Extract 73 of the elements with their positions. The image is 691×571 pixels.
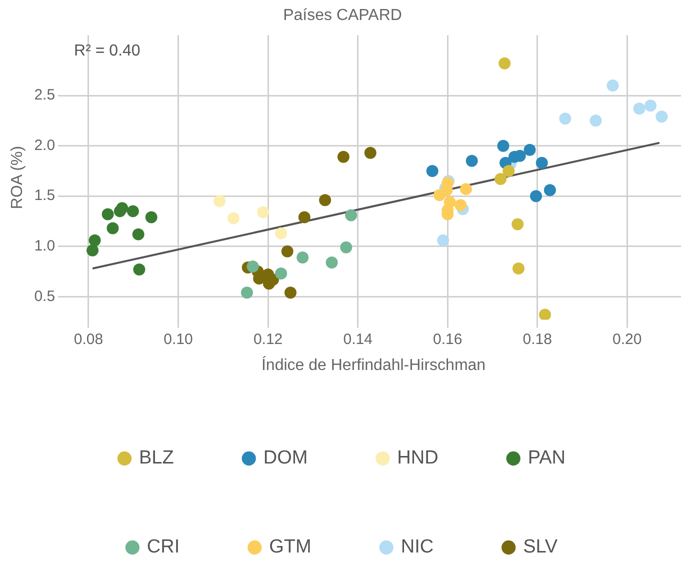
point: [240, 286, 253, 299]
point: [466, 154, 478, 167]
point: [326, 256, 338, 268]
point: [530, 190, 542, 202]
y-tick-label: 1.0: [34, 238, 56, 255]
point: [88, 234, 101, 246]
point: [494, 173, 507, 186]
point: [145, 211, 158, 224]
point: [538, 308, 551, 320]
point: [590, 114, 602, 127]
legend-label: BLZ: [139, 448, 174, 469]
y-tick-label: 0.5: [34, 288, 56, 305]
point: [512, 218, 524, 230]
point: [227, 212, 240, 224]
point: [281, 245, 294, 258]
x-axis-title: Índice de Herfindahl-Hirschman: [261, 356, 486, 374]
chart-title: Países CAPARD: [283, 7, 402, 24]
point: [633, 102, 646, 115]
legend-label: SLV: [523, 536, 558, 558]
point: [656, 110, 668, 123]
point: [512, 262, 525, 275]
x-tick-label: 0.16: [432, 330, 462, 348]
annotation: R² = 0.40: [74, 42, 140, 60]
legend-label: CRI: [146, 536, 180, 558]
point: [460, 183, 472, 196]
x-tick-label: 0.14: [343, 330, 372, 348]
point: [544, 184, 556, 196]
point: [340, 241, 352, 254]
point: [559, 112, 572, 125]
point: [114, 205, 126, 218]
point: [524, 144, 536, 156]
legend-label: NIC: [400, 536, 434, 558]
legend-label: GTM: [269, 536, 312, 558]
x-tick-label: 0.08: [74, 330, 104, 348]
y-tick-label: 2.0: [34, 136, 56, 154]
legend-label: HND: [397, 448, 438, 469]
point: [454, 199, 467, 212]
point: [536, 156, 548, 169]
point: [133, 264, 146, 276]
x-tick-label: 0.12: [253, 330, 283, 348]
point: [296, 251, 309, 264]
y-tick-label: 1.5: [34, 187, 56, 204]
point: [132, 228, 144, 240]
point: [426, 164, 438, 177]
point: [275, 227, 288, 240]
legend-label: PAN: [528, 448, 566, 469]
point: [498, 57, 511, 70]
point: [86, 244, 99, 256]
point: [644, 100, 656, 112]
point: [102, 208, 114, 220]
point: [275, 268, 288, 280]
point: [437, 234, 450, 246]
point: [497, 140, 510, 152]
point: [246, 260, 259, 272]
point: [214, 195, 226, 208]
point: [345, 209, 358, 222]
point: [434, 189, 446, 202]
x-tick-label: 0.10: [164, 330, 193, 348]
point: [502, 164, 515, 177]
x-tick-label: 0.20: [612, 330, 642, 348]
point: [298, 211, 310, 224]
y-axis-title: ROA (%): [9, 146, 26, 210]
point: [337, 150, 350, 163]
point: [126, 205, 139, 218]
y-tick-label: 2.5: [34, 86, 56, 104]
point: [257, 206, 270, 218]
legend-label: DOM: [263, 448, 308, 469]
x-tick-label: 0.18: [522, 330, 552, 348]
point: [106, 222, 119, 234]
point: [606, 79, 619, 92]
point: [319, 194, 332, 206]
point: [284, 286, 296, 299]
point: [364, 146, 376, 159]
